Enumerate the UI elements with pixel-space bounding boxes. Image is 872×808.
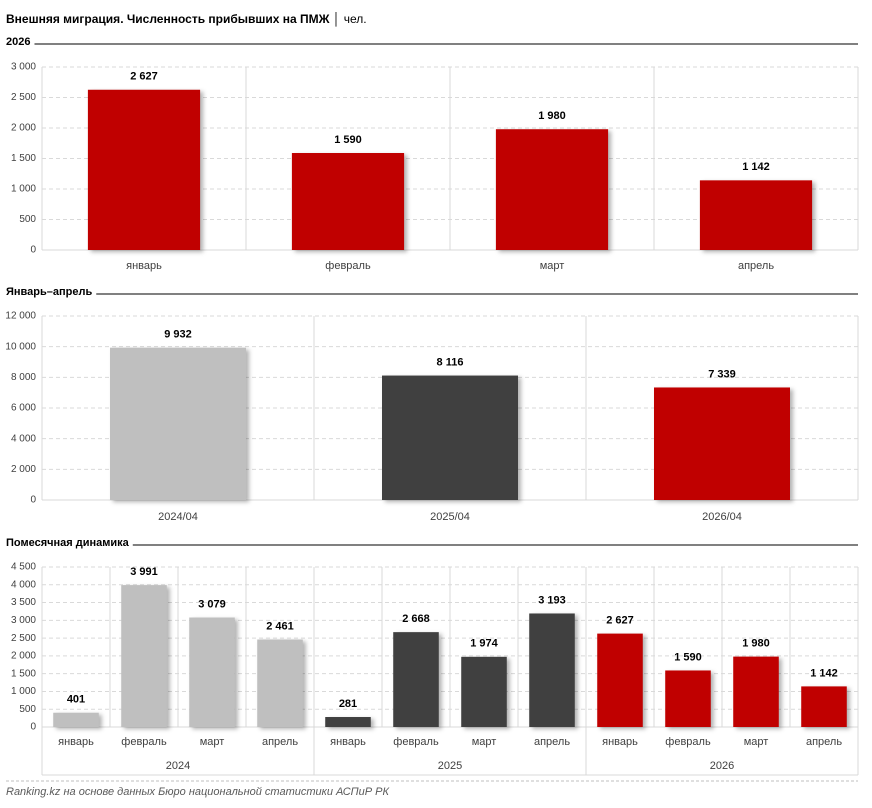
value-label: 1 590	[334, 134, 362, 146]
value-label: 3 991	[130, 566, 158, 578]
bar	[495, 129, 609, 250]
value-label: 2 668	[402, 613, 430, 625]
y-tick-label: 3 000	[11, 62, 36, 73]
value-label: 2 627	[606, 615, 634, 627]
bar	[325, 717, 371, 727]
section-title: 2026	[6, 36, 30, 48]
bar	[801, 686, 847, 727]
y-tick-label: 0	[30, 722, 36, 733]
section-title: Январь–апрель	[6, 286, 92, 298]
unit: чел.	[344, 12, 367, 26]
y-tick-label: 2 000	[11, 651, 36, 662]
group-label: 2026	[710, 760, 734, 772]
x-tick-label: март	[744, 736, 769, 748]
y-tick-label: 4 500	[11, 562, 36, 573]
x-tick-label: февраль	[393, 736, 439, 748]
bar	[87, 89, 201, 251]
y-tick-label: 3 500	[11, 597, 36, 608]
bar	[189, 617, 235, 727]
value-label: 1 974	[470, 638, 498, 650]
bar	[110, 347, 246, 500]
value-label: 1 980	[742, 638, 770, 650]
x-tick-label: март	[472, 736, 497, 748]
y-tick-label: 4 000	[11, 433, 36, 444]
value-label: 281	[339, 698, 357, 710]
x-tick-label: апрель	[806, 736, 842, 748]
bar	[393, 632, 439, 727]
separator: │	[330, 12, 344, 27]
value-label: 3 193	[538, 594, 566, 606]
bar	[654, 387, 790, 500]
y-tick-label: 500	[19, 214, 36, 225]
bar	[461, 656, 507, 727]
y-tick-label: 12 000	[5, 311, 36, 322]
value-label: 401	[67, 694, 85, 706]
bar	[699, 180, 813, 250]
group-label: 2024	[166, 760, 190, 772]
bar	[733, 656, 779, 727]
y-tick-label: 1 500	[11, 668, 36, 679]
x-tick-label: 2024/04	[158, 511, 198, 523]
x-tick-label: январь	[126, 260, 162, 272]
y-tick-label: 4 000	[11, 579, 36, 590]
group-label: 2025	[438, 760, 462, 772]
value-label: 2 627	[130, 71, 158, 83]
y-tick-label: 2 000	[11, 123, 36, 134]
value-label: 1 142	[742, 161, 770, 173]
y-tick-label: 1 500	[11, 153, 36, 164]
y-tick-label: 2 500	[11, 92, 36, 103]
x-tick-label: апрель	[738, 260, 774, 272]
y-tick-label: 2 000	[11, 464, 36, 475]
x-tick-label: апрель	[534, 736, 570, 748]
x-tick-label: март	[200, 736, 225, 748]
bar	[121, 585, 167, 727]
y-tick-label: 2 500	[11, 633, 36, 644]
x-tick-label: апрель	[262, 736, 298, 748]
bar	[291, 153, 405, 250]
x-tick-label: март	[540, 260, 565, 272]
bar	[53, 712, 99, 727]
value-label: 3 079	[198, 598, 226, 610]
source: Ranking.kz на основе данных Бюро национа…	[6, 786, 389, 798]
value-label: 1 142	[810, 667, 838, 679]
x-tick-label: февраль	[665, 736, 711, 748]
y-tick-label: 1 000	[11, 184, 36, 195]
x-tick-label: февраль	[325, 260, 371, 272]
x-tick-label: 2026/04	[702, 511, 742, 523]
bar	[257, 639, 303, 727]
x-tick-label: февраль	[121, 736, 167, 748]
y-tick-label: 500	[19, 704, 36, 715]
value-label: 1 980	[538, 110, 566, 122]
y-tick-label: 8 000	[11, 372, 36, 383]
y-tick-label: 6 000	[11, 403, 36, 414]
title-text: Внешняя миграция. Численность прибывших …	[6, 12, 330, 26]
value-label: 8 116	[437, 356, 464, 368]
x-tick-label: 2025/04	[430, 511, 470, 523]
value-label: 2 461	[266, 620, 294, 632]
y-tick-label: 1 000	[11, 686, 36, 697]
y-tick-label: 3 000	[11, 615, 36, 626]
value-label: 1 590	[674, 651, 702, 663]
x-tick-label: январь	[58, 736, 94, 748]
value-label: 9 932	[164, 329, 192, 341]
bar	[529, 613, 575, 727]
section-title: Помесячная динамика	[6, 537, 130, 549]
value-label: 7 339	[708, 368, 736, 380]
bar	[382, 375, 518, 500]
bar	[597, 633, 643, 727]
y-tick-label: 0	[30, 245, 36, 256]
page-title: Внешняя миграция. Численность прибывших …	[6, 12, 367, 27]
y-tick-label: 10 000	[5, 341, 36, 352]
y-tick-label: 0	[30, 495, 36, 506]
x-tick-label: январь	[602, 736, 638, 748]
bar	[665, 670, 711, 727]
x-tick-label: январь	[330, 736, 366, 748]
